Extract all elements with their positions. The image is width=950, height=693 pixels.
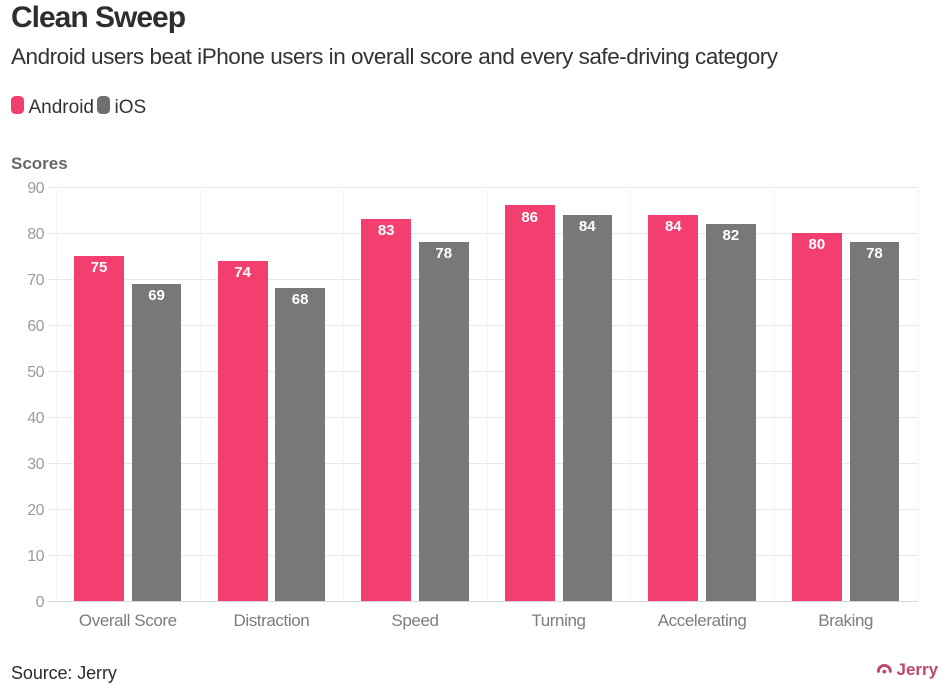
svg-text:Jerry: Jerry: [897, 660, 939, 679]
